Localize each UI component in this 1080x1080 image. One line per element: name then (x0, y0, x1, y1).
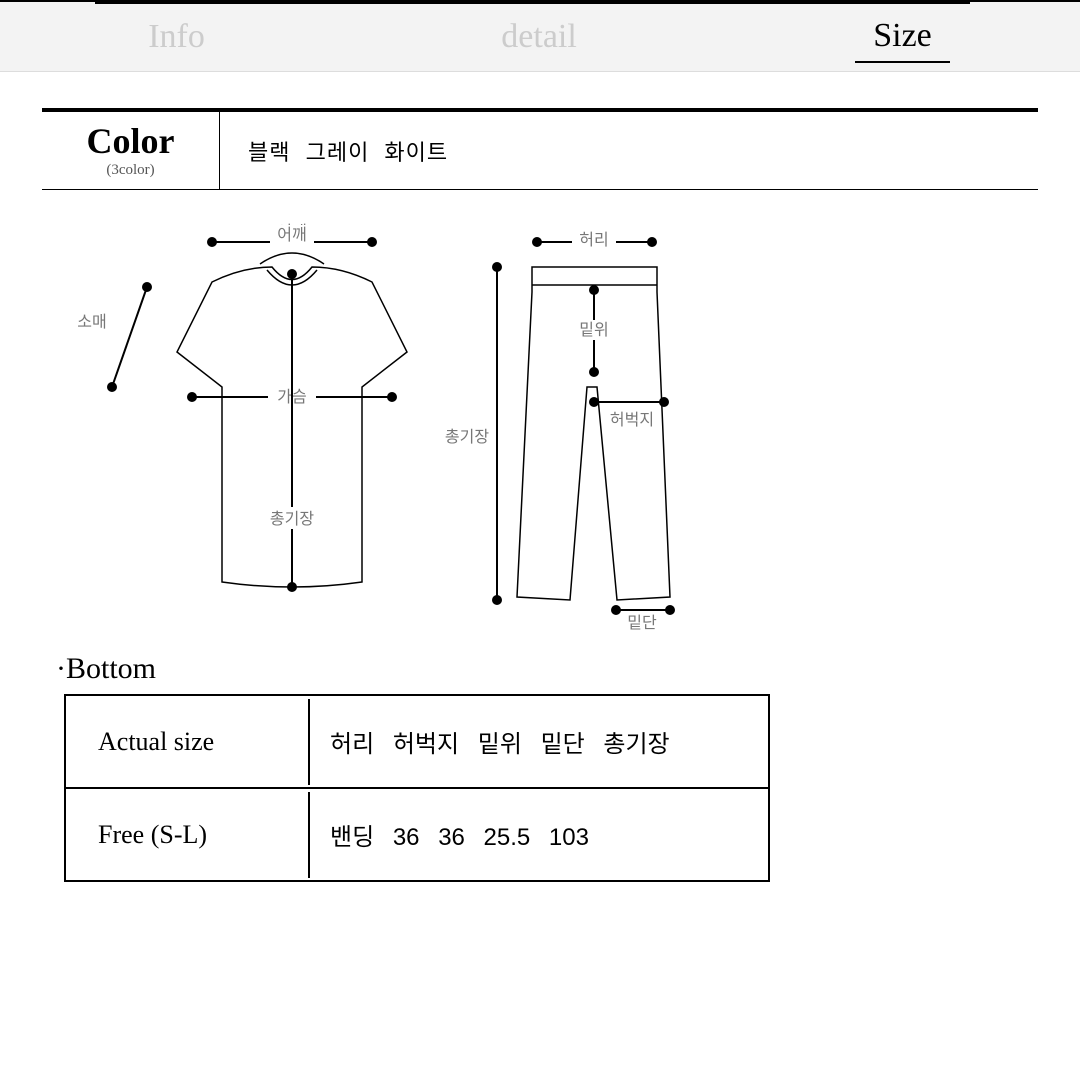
tab-info[interactable]: Info (130, 12, 223, 62)
color-subtitle: (3color) (48, 162, 213, 179)
row-label: Free (S-L) (66, 792, 310, 878)
color-values: 블랙 그레이 화이트 (220, 112, 1038, 189)
content-area: Color (3color) 블랙 그레이 화이트 어깨 어깨 (0, 72, 1080, 882)
color-header: Color (3color) (42, 112, 220, 189)
size-table: Actual size 허리 허벅지 밑위 밑단 총기장 Free (S-L) … (64, 694, 770, 882)
svg-text:소매: 소매 (77, 313, 106, 331)
tab-bar: Info detail Size (0, 0, 1080, 72)
svg-text:밑위: 밑위 (579, 321, 608, 339)
svg-text:밑단: 밑단 (627, 614, 657, 632)
color-row: Color (3color) 블랙 그레이 화이트 (42, 108, 1038, 190)
svg-text:허벅지: 허벅지 (610, 411, 654, 429)
svg-text:어깨: 어깨 (277, 226, 306, 244)
row-values: 밴딩 36 36 25.5 103 (310, 789, 768, 880)
color-title: Color (48, 120, 213, 162)
svg-text:총기장: 총기장 (270, 510, 314, 528)
table-row: Free (S-L) 밴딩 36 36 25.5 103 (66, 787, 768, 880)
svg-text:허리: 허리 (579, 231, 608, 249)
table-header-row: Actual size 허리 허벅지 밑위 밑단 총기장 (66, 696, 768, 787)
tab-size[interactable]: Size (855, 11, 950, 63)
size-diagram: 어깨 어깨 소매 가슴 (42, 212, 812, 632)
bottom-title: ·Bottom (56, 652, 1038, 686)
tab-detail[interactable]: detail (483, 12, 595, 62)
header-label: Actual size (66, 699, 310, 785)
header-columns: 허리 허벅지 밑위 밑단 총기장 (310, 696, 768, 787)
svg-text:총기장: 총기장 (445, 428, 489, 446)
